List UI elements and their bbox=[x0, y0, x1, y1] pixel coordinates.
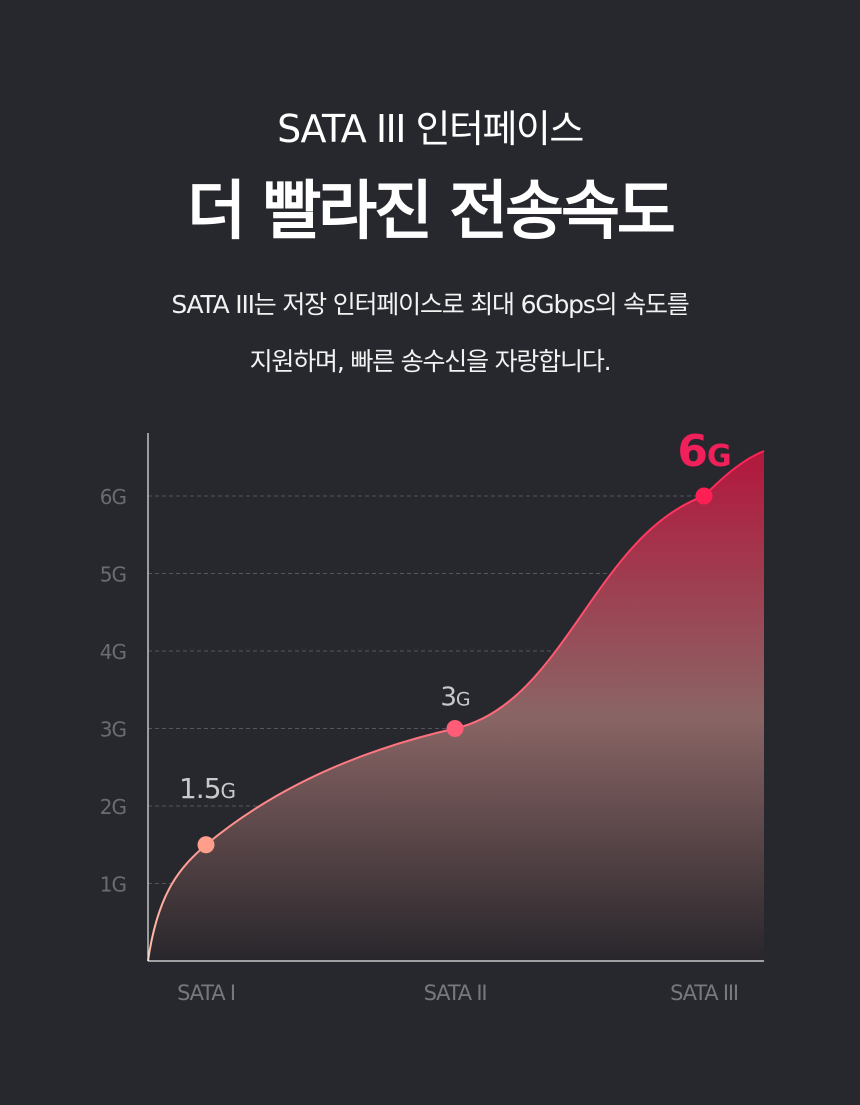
x-tick-label: SATA I bbox=[177, 981, 235, 1005]
data-point bbox=[446, 720, 464, 737]
x-tick-label: SATA II bbox=[424, 981, 487, 1005]
y-tick-label: 1G bbox=[100, 873, 126, 897]
data-label-unit: G bbox=[221, 779, 236, 803]
y-tick-label: 2G bbox=[100, 795, 126, 819]
data-point bbox=[695, 487, 713, 505]
page-title: 더 빨라진 전송속도 bbox=[187, 175, 676, 249]
y-tick-label: 4G bbox=[100, 640, 126, 664]
data-label: 6G bbox=[677, 426, 730, 477]
x-tick-labels: SATA I SATA II SATA III bbox=[177, 981, 739, 1005]
y-tick-label: 3G bbox=[100, 718, 126, 742]
data-label-number: 1.5 bbox=[179, 772, 221, 805]
data-label: 1.5G bbox=[179, 772, 235, 805]
y-tick-label: 6G bbox=[100, 485, 126, 509]
description-line-1: SATA III는 저장 인터페이스로 최대 6Gbps의 속도를 bbox=[171, 290, 689, 319]
data-label-unit: G bbox=[456, 689, 470, 711]
x-tick-label: SATA III bbox=[670, 981, 738, 1005]
data-label-unit: G bbox=[707, 439, 731, 474]
description-line-2: 지원하며, 빠른 송수신을 자랑합니다. bbox=[249, 347, 612, 376]
page-subtitle: SATA III 인터페이스 bbox=[277, 107, 584, 151]
y-tick-labels: 1G 2G 3G 4G 5G 6G bbox=[100, 485, 127, 897]
data-label-number: 3 bbox=[440, 683, 456, 713]
data-points bbox=[197, 487, 713, 854]
data-label: 3G bbox=[440, 683, 470, 713]
data-label-number: 6 bbox=[677, 426, 707, 477]
data-point bbox=[197, 836, 215, 854]
area-fill bbox=[148, 451, 764, 961]
y-tick-label: 5G bbox=[100, 563, 126, 587]
